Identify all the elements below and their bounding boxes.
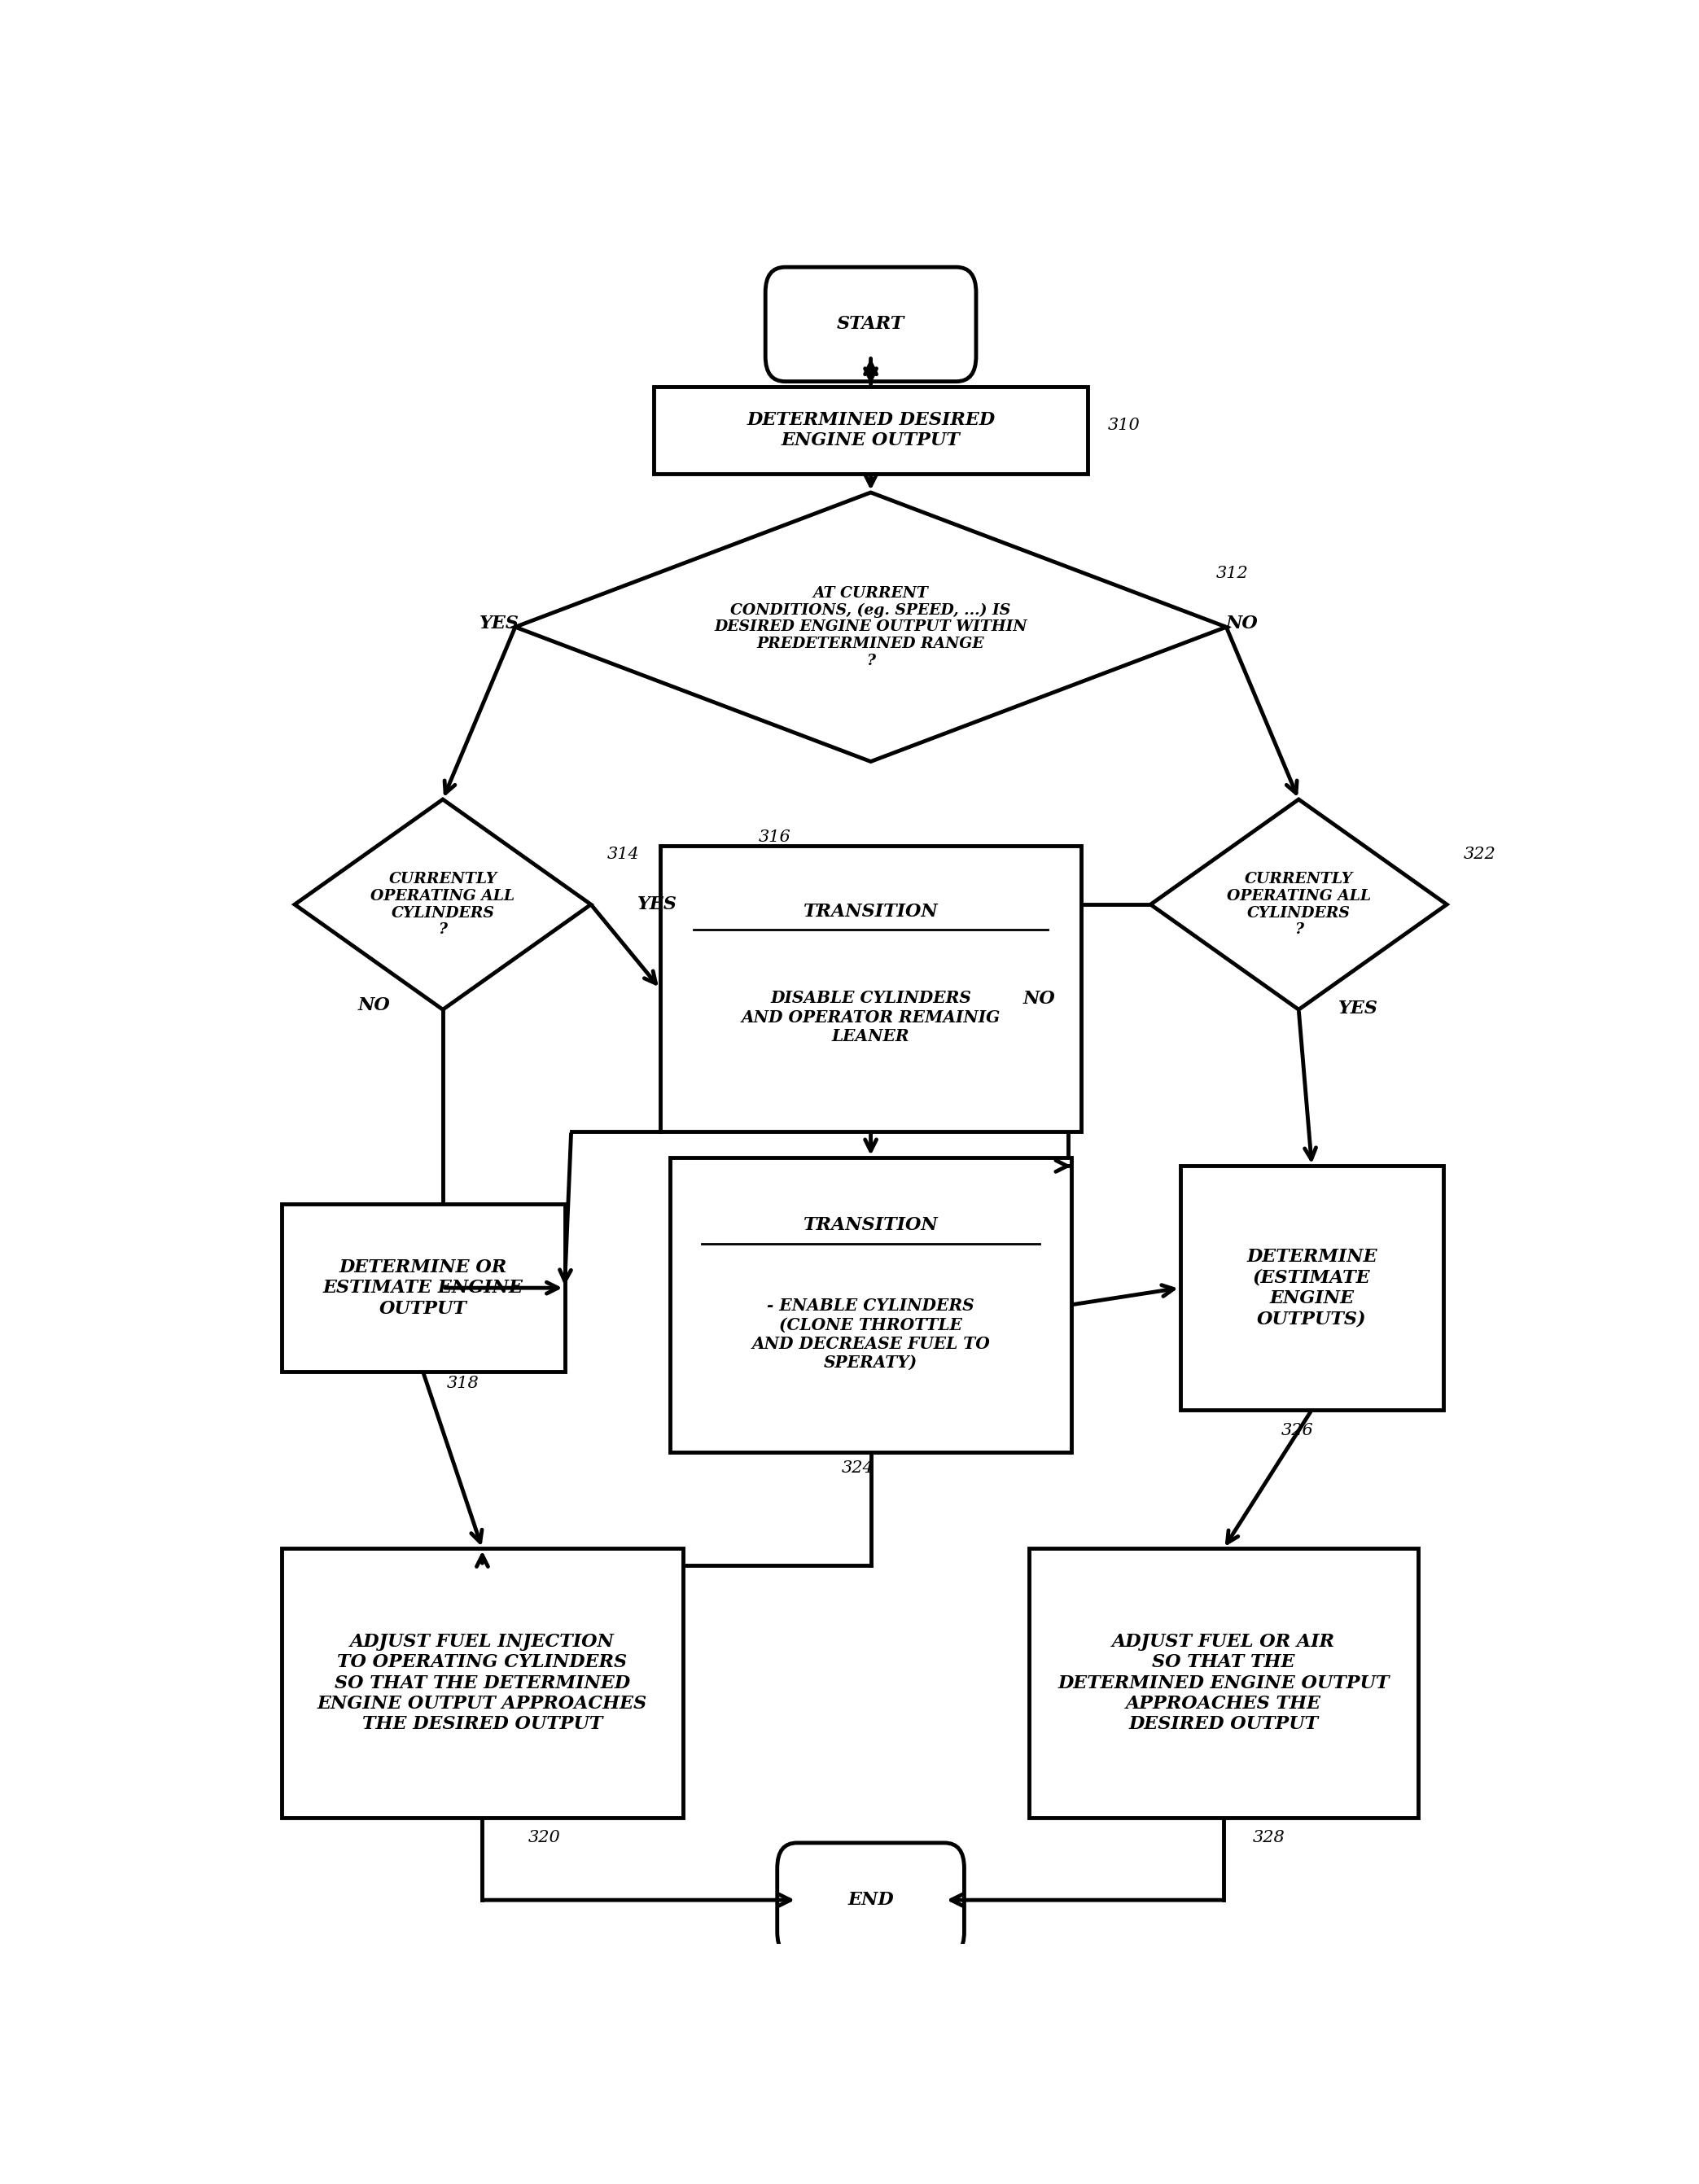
Text: 322: 322 — [1463, 845, 1495, 863]
Text: 318: 318 — [447, 1376, 479, 1391]
Text: CURRENTLY
OPERATING ALL
CYLINDERS
?: CURRENTLY OPERATING ALL CYLINDERS ? — [1227, 871, 1371, 937]
Text: TRANSITION: TRANSITION — [804, 902, 938, 919]
Text: TRANSITION: TRANSITION — [804, 1216, 938, 1234]
Text: DETERMINED DESIRED
ENGINE OUTPUT: DETERMINED DESIRED ENGINE OUTPUT — [746, 411, 996, 450]
Text: DETERMINE
(ESTIMATE
ENGINE
OUTPUTS): DETERMINE (ESTIMATE ENGINE OUTPUTS) — [1247, 1247, 1378, 1328]
Text: 320: 320 — [528, 1830, 561, 1845]
Text: YES: YES — [479, 614, 520, 633]
Bar — [282, 1548, 683, 1817]
FancyBboxPatch shape — [776, 1843, 965, 1957]
Text: AT CURRENT
CONDITIONS, (eg. SPEED, ...) IS
DESIRED ENGINE OUTPUT WITHIN
PREDETER: AT CURRENT CONDITIONS, (eg. SPEED, ...) … — [714, 585, 1028, 668]
Bar — [669, 1158, 1072, 1452]
Polygon shape — [1150, 799, 1448, 1009]
Text: ADJUST FUEL OR AIR
SO THAT THE
DETERMINED ENGINE OUTPUT
APPROACHES THE
DESIRED O: ADJUST FUEL OR AIR SO THAT THE DETERMINE… — [1058, 1634, 1390, 1734]
Text: NO: NO — [1023, 989, 1055, 1007]
Text: 316: 316 — [759, 830, 792, 845]
Bar — [1181, 1166, 1444, 1411]
Text: CURRENTLY
OPERATING ALL
CYLINDERS
?: CURRENTLY OPERATING ALL CYLINDERS ? — [370, 871, 515, 937]
Text: YES: YES — [1339, 1000, 1378, 1018]
Text: NO: NO — [1227, 614, 1259, 633]
Text: 312: 312 — [1216, 566, 1249, 581]
Text: 326: 326 — [1281, 1424, 1313, 1439]
Text: 310: 310 — [1108, 417, 1140, 432]
Text: 324: 324 — [841, 1461, 873, 1476]
Bar — [282, 1203, 564, 1372]
Bar — [659, 845, 1081, 1131]
Text: DETERMINE OR
ESTIMATE ENGINE
OUTPUT: DETERMINE OR ESTIMATE ENGINE OUTPUT — [323, 1258, 523, 1317]
Text: YES: YES — [637, 895, 678, 913]
Text: END: END — [848, 1891, 894, 1909]
Text: - ENABLE CYLINDERS
(CLONE THROTTLE
AND DECREASE FUEL TO
SPERATY): - ENABLE CYLINDERS (CLONE THROTTLE AND D… — [751, 1297, 991, 1372]
Text: NO: NO — [358, 996, 391, 1013]
Polygon shape — [294, 799, 591, 1009]
Text: DISABLE CYLINDERS
AND OPERATOR REMAINIG
LEANER: DISABLE CYLINDERS AND OPERATOR REMAINIG … — [741, 989, 1001, 1044]
FancyBboxPatch shape — [765, 266, 975, 382]
Bar — [654, 387, 1087, 474]
Text: 314: 314 — [608, 845, 641, 863]
Text: ADJUST FUEL INJECTION
TO OPERATING CYLINDERS
SO THAT THE DETERMINED
ENGINE OUTPU: ADJUST FUEL INJECTION TO OPERATING CYLIN… — [318, 1634, 647, 1734]
Bar — [1030, 1548, 1419, 1817]
Polygon shape — [515, 491, 1227, 762]
Text: 328: 328 — [1252, 1830, 1284, 1845]
Text: START: START — [838, 314, 904, 334]
